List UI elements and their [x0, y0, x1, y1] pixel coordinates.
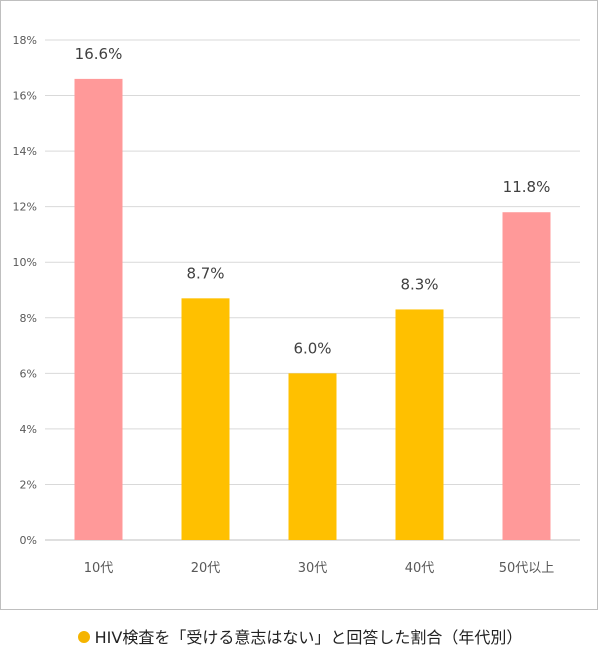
bars [74, 78, 551, 540]
bar-chart: 0% 2% 4% 6% 8% 10% 12% 14% 16% 18% 16.6% 8.7% 6.0% 8… [13, 34, 580, 576]
category-label: 20代 [191, 561, 221, 576]
category-label: 40代 [405, 561, 435, 576]
category-label: 10代 [84, 561, 114, 576]
gridlines [45, 39, 580, 541]
bar [74, 78, 123, 540]
y-tick-label: 12% [13, 201, 37, 214]
y-tick-label: 10% [13, 256, 37, 269]
data-label: 6.0% [293, 339, 331, 357]
y-tick-label: 16% [13, 90, 37, 103]
bar [502, 212, 551, 540]
category-label: 30代 [298, 561, 328, 576]
caption-text: HIV検査を「受ける意志はない」と回答した割合（年代別） [94, 628, 523, 647]
y-tick-label: 4% [20, 423, 37, 436]
data-label: 8.3% [400, 275, 438, 293]
y-axis-tick-labels: 0% 2% 4% 6% 8% 10% 12% 14% 16% 18% [13, 34, 37, 547]
y-tick-label: 0% [20, 534, 37, 547]
data-label: 16.6% [75, 45, 123, 63]
chart-caption: HIV検査を「受ける意志はない」と回答した割合（年代別） [0, 624, 600, 648]
x-axis-category-labels: 10代 20代 30代 40代 50代以上 [84, 561, 555, 576]
y-tick-label: 2% [20, 478, 37, 491]
data-label: 8.7% [186, 264, 224, 282]
y-tick-label: 14% [13, 145, 37, 158]
y-tick-label: 6% [20, 367, 37, 380]
y-tick-label: 18% [13, 34, 37, 47]
y-tick-label: 8% [20, 312, 37, 325]
bar [395, 309, 444, 540]
category-label: 50代以上 [499, 561, 555, 576]
data-label: 11.8% [503, 178, 551, 196]
bar [181, 298, 230, 540]
bar [288, 373, 337, 540]
data-labels: 16.6% 8.7% 6.0% 8.3% 11.8% [75, 45, 551, 357]
legend-dot-icon [77, 630, 90, 643]
